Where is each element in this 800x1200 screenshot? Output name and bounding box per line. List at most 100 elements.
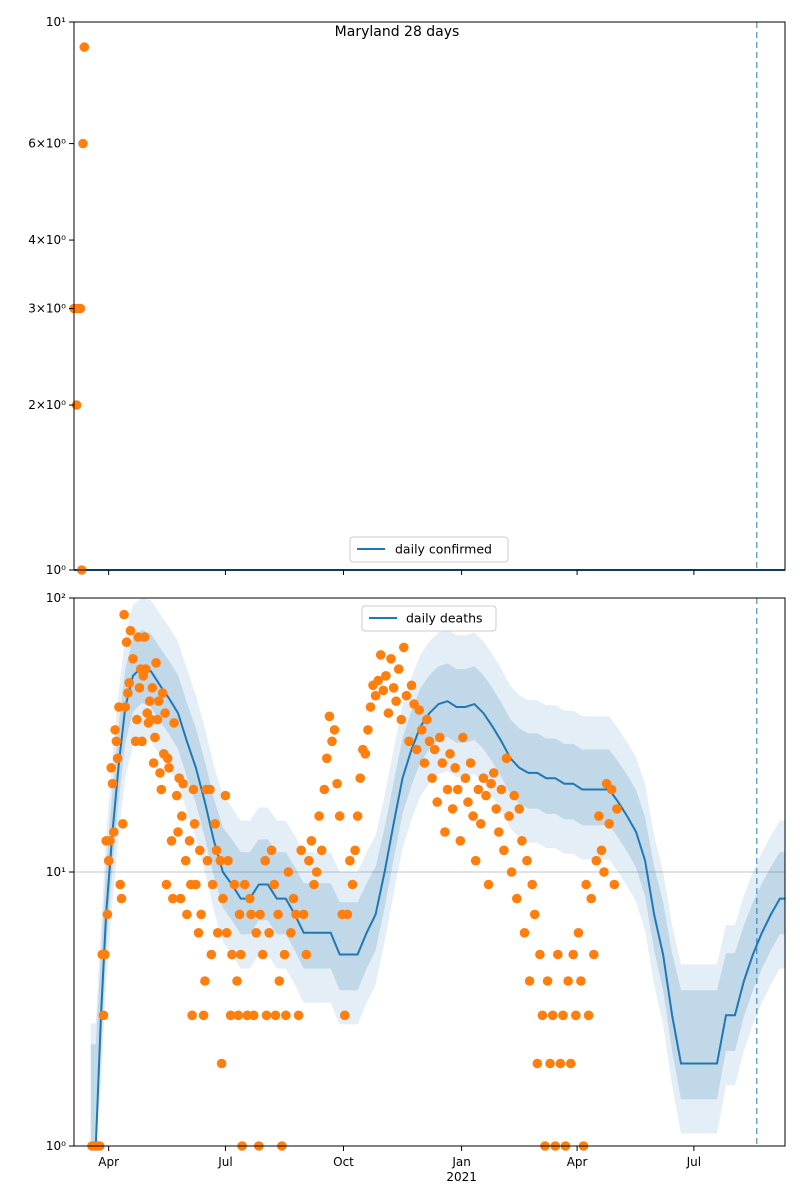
data-point xyxy=(555,1058,566,1069)
data-point xyxy=(155,768,165,778)
top-x-axis xyxy=(108,570,695,575)
data-point xyxy=(196,909,206,920)
data-point xyxy=(468,811,478,821)
data-point xyxy=(220,790,231,801)
data-point xyxy=(255,909,265,920)
data-point xyxy=(304,855,314,866)
data-point xyxy=(218,893,228,904)
data-point xyxy=(100,949,110,960)
bottom-legend-box xyxy=(361,605,497,632)
data-point xyxy=(535,949,545,960)
data-point xyxy=(296,845,307,856)
x-tick-label: Jan xyxy=(451,1155,471,1169)
data-point xyxy=(153,696,164,706)
data-point xyxy=(591,855,602,866)
data-point xyxy=(98,1010,109,1021)
data-point xyxy=(293,1010,304,1021)
data-point xyxy=(583,1010,594,1021)
y-tick-label: 10⁰ xyxy=(46,1139,66,1153)
data-point xyxy=(171,790,182,801)
data-point xyxy=(175,893,186,904)
data-point xyxy=(553,949,563,960)
data-point xyxy=(411,744,422,755)
data-point xyxy=(168,893,178,904)
x-tick-label: Apr xyxy=(567,1155,588,1169)
data-point xyxy=(316,845,327,856)
data-point xyxy=(322,753,332,764)
data-point xyxy=(393,664,404,674)
data-point xyxy=(200,976,210,986)
x-axis-year-label: 2021 xyxy=(446,1170,477,1184)
data-point xyxy=(207,879,218,890)
top-legend: daily confirmed xyxy=(349,536,509,563)
data-point xyxy=(345,855,355,866)
data-point xyxy=(115,879,125,890)
data-point xyxy=(239,879,250,890)
data-point xyxy=(365,702,376,712)
data-point xyxy=(514,804,525,814)
data-point xyxy=(102,909,113,920)
data-point xyxy=(565,1058,576,1069)
data-point xyxy=(234,909,245,920)
data-point xyxy=(527,879,537,890)
data-point xyxy=(306,836,317,846)
data-point xyxy=(132,714,142,725)
data-point xyxy=(360,749,371,759)
y-tick-label: 10¹ xyxy=(46,15,66,29)
data-point xyxy=(264,928,274,938)
data-point xyxy=(340,1010,350,1021)
data-point xyxy=(177,811,187,821)
data-point xyxy=(501,753,512,764)
data-point xyxy=(193,928,204,938)
data-point xyxy=(609,879,620,890)
chart-title: Maryland 28 days xyxy=(335,24,460,40)
data-point xyxy=(319,784,330,795)
bottom-legend: daily deaths xyxy=(361,605,497,632)
data-point xyxy=(537,1010,548,1021)
data-point xyxy=(160,708,170,718)
data-point xyxy=(532,1058,543,1069)
y-tick-label: 10⁰ xyxy=(46,563,66,577)
data-point xyxy=(445,749,455,759)
data-point xyxy=(334,811,345,821)
data-point xyxy=(229,879,240,890)
top-legend-label: daily confirmed xyxy=(395,542,492,557)
data-point xyxy=(123,688,133,698)
x-tick-label: Jul xyxy=(686,1155,701,1169)
data-point xyxy=(210,819,220,829)
data-point xyxy=(260,855,271,866)
data-point xyxy=(452,784,463,795)
data-point xyxy=(169,718,179,728)
data-point xyxy=(187,1010,197,1021)
data-point xyxy=(375,650,386,660)
data-point xyxy=(424,736,435,747)
data-point xyxy=(184,836,195,846)
x-tick-label: Apr xyxy=(98,1155,119,1169)
data-point xyxy=(233,1010,244,1021)
data-point xyxy=(573,928,584,938)
data-point xyxy=(506,867,517,877)
data-point xyxy=(478,773,489,783)
data-point xyxy=(245,893,255,904)
data-point xyxy=(298,909,309,920)
data-point xyxy=(103,855,114,866)
data-point xyxy=(125,625,136,636)
data-point xyxy=(188,784,199,795)
data-point xyxy=(429,744,440,755)
data-point xyxy=(150,732,160,743)
data-point xyxy=(116,893,127,904)
data-point xyxy=(329,725,340,735)
data-point xyxy=(332,778,342,789)
data-point xyxy=(314,811,324,821)
data-point xyxy=(327,736,337,747)
data-point xyxy=(269,879,280,890)
data-point xyxy=(283,867,294,877)
data-point xyxy=(460,773,471,783)
data-point xyxy=(121,637,132,647)
data-point xyxy=(182,909,192,920)
data-point xyxy=(509,790,519,801)
data-point xyxy=(309,879,319,890)
data-point xyxy=(450,763,461,773)
data-point xyxy=(141,664,151,674)
